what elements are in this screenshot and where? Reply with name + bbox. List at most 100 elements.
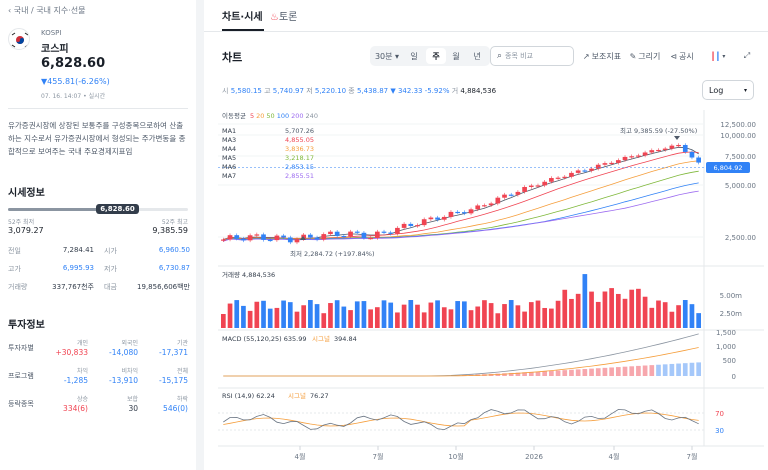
index-code: KOSPI: [41, 29, 62, 37]
ma-value: 2,853.15: [285, 163, 314, 171]
rsi-label: RSI (14,9) 62.24: [222, 392, 275, 400]
period-button[interactable]: 일: [410, 51, 418, 61]
ma-value: 3,836.73: [285, 145, 314, 153]
volume-bar: [374, 307, 380, 328]
disclosure-button[interactable]: ⊲ 공시: [670, 51, 694, 61]
candle-body: [502, 194, 507, 198]
indicator-button[interactable]: ↗ 보조지표: [582, 51, 622, 61]
investor-value: -15,175: [159, 376, 188, 385]
breadcrumb[interactable]: ‹ 국내 / 국내 지수·선물: [8, 6, 86, 15]
macd-axis-label: 500: [723, 357, 736, 365]
candle-body: [569, 172, 574, 177]
candle-body: [542, 181, 548, 186]
candle-body: [682, 144, 688, 152]
investor-value: 334(6): [63, 404, 88, 413]
candle-body: [261, 234, 266, 240]
index-info-panel: ‹ 국내 / 국내 지수·선물 KOSPI 코스피 6,828.60 ▼455.…: [0, 0, 196, 470]
candle-body: [515, 191, 521, 195]
chevron-down-icon: ▾: [743, 86, 747, 94]
investor-col-head: 하락: [176, 396, 188, 403]
candle-body: [441, 216, 447, 220]
volume-bar: [495, 313, 501, 328]
max-marker-icon: [674, 136, 680, 140]
investor-value: 546(0): [163, 404, 188, 413]
ma-period: 50: [266, 112, 275, 120]
candle-body: [455, 211, 460, 214]
candle-body: [435, 217, 440, 220]
ma-value: 2,855.51: [285, 172, 314, 180]
macd-histogram-bar: [662, 364, 668, 376]
candle-body: [669, 145, 675, 149]
volume-bar: [669, 311, 675, 328]
investor-value: -14,080: [109, 348, 138, 357]
current-price: 6,828.60: [41, 56, 106, 71]
period-button[interactable]: 년: [473, 51, 481, 61]
volume-bar: [542, 307, 548, 328]
tab-forum[interactable]: ♨토론: [270, 12, 298, 23]
ma-name: MA7: [222, 172, 237, 180]
volume-bar: [595, 301, 601, 328]
candle-body: [368, 238, 373, 240]
volume-bar: [368, 309, 373, 328]
candlestick-icon: ┃: [710, 51, 716, 61]
investor-col-head: 상승: [76, 396, 88, 403]
candle-body: [589, 168, 594, 171]
volume-bar: [421, 312, 427, 328]
scale-select[interactable]: Log ▾: [702, 80, 754, 100]
ma-name: MA6: [222, 163, 237, 171]
market-stat-label: 거래량: [8, 283, 28, 291]
compare-search[interactable]: ⌕ 종목 비교: [490, 46, 574, 66]
candle-body: [642, 152, 648, 156]
chevron-down-icon: ▾: [722, 52, 726, 60]
volume-bar: [555, 300, 561, 328]
candle-body: [287, 237, 293, 243]
price-axis-label: 12,500.00: [720, 121, 756, 129]
period-button[interactable]: 월: [452, 51, 460, 61]
candle-body: [535, 185, 541, 187]
indicator-icon: ↗: [582, 51, 590, 61]
time-axis-label: 7월: [687, 452, 698, 461]
volume-bar: [468, 310, 474, 328]
volume-axis-label: 5.00m: [720, 292, 743, 300]
chevron-left-icon: ‹: [8, 6, 14, 15]
volume-bar: [528, 302, 534, 328]
candle-body: [689, 151, 695, 158]
ma-name: MA4: [222, 145, 237, 153]
ma-line: [223, 190, 699, 242]
candle-body: [361, 232, 367, 239]
chart-title: 차트: [222, 51, 243, 64]
volume-bar: [482, 300, 487, 328]
candle-body: [388, 232, 394, 234]
macd-axis-label: 1,500: [716, 329, 736, 337]
candle-body: [421, 219, 427, 226]
macd-histogram-bar: [642, 365, 648, 376]
period-button[interactable]: 주: [426, 48, 446, 64]
candle-body: [381, 231, 387, 233]
market-stat-value: 6,995.93: [62, 264, 94, 272]
macd-signal-value: 394.84: [334, 335, 357, 343]
fullscreen-button[interactable]: ⤢: [738, 46, 756, 66]
candle-body: [629, 156, 635, 158]
high-52w-label: 52주 최고: [161, 219, 188, 226]
candle-body: [267, 239, 273, 242]
time-axis-label: 4월: [295, 452, 306, 461]
macd-histogram-bar: [528, 371, 534, 376]
investor-value: -1,285: [63, 376, 88, 385]
chart-style-button[interactable]: ┃ ┃ ▾: [704, 46, 732, 66]
volume-bar: [435, 300, 440, 328]
macd-signal-label: 시그널: [312, 334, 330, 343]
stock-chart[interactable]: 12,500.00 10,000.00 7,500.00 5,000.00 2,500.…: [204, 104, 768, 470]
volume-bar: [662, 302, 668, 328]
candle-body: [555, 177, 561, 179]
macd-histogram-bar: [629, 366, 635, 376]
market-stat-value: 19,856,606백만: [137, 283, 190, 291]
draw-button[interactable]: ✎ 그리기: [629, 51, 661, 61]
rsi-signal-value: 76.27: [310, 392, 329, 400]
tab-chart[interactable]: 차트·시세: [222, 12, 263, 23]
ohlc-bar: 시 5,580.15 고 5,740.97 저 5,220.10 종 5,438…: [222, 87, 497, 95]
candle-body: [462, 212, 467, 214]
candle-body: [676, 144, 681, 147]
volume-bar: [462, 301, 467, 328]
period-button[interactable]: 30분 ▾: [374, 51, 400, 61]
investor-col-head: 기관: [176, 340, 188, 347]
